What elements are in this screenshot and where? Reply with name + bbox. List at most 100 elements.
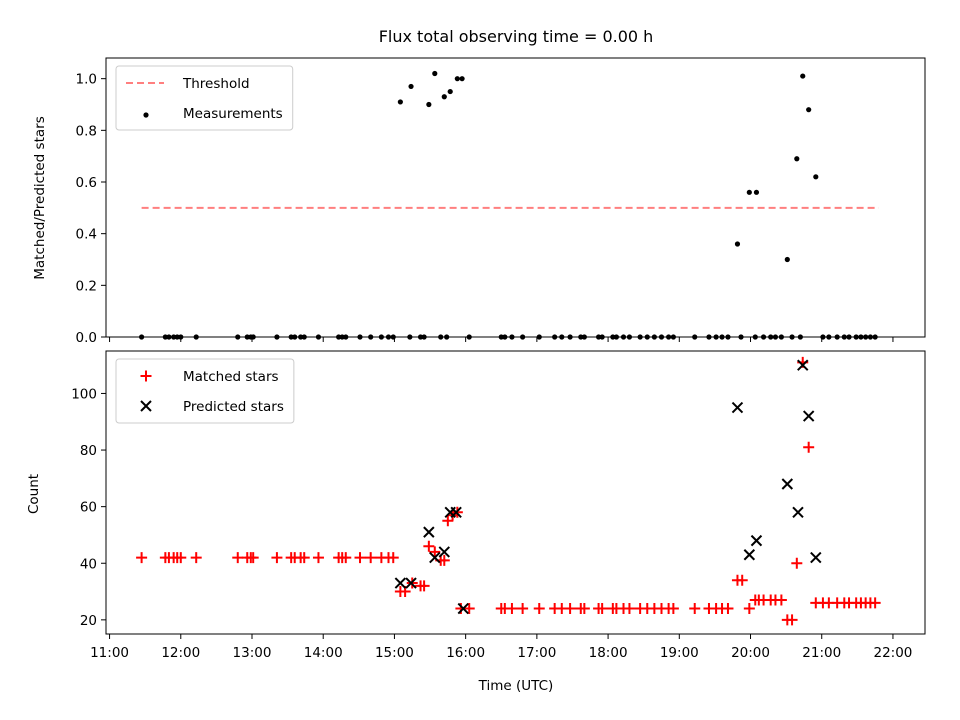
predicted-stars-point [810, 551, 822, 564]
bottom-panel-data [136, 356, 881, 626]
y-tick-label: 0.0 [76, 330, 97, 346]
matched-stars-point [533, 603, 545, 615]
matched-stars-point [667, 603, 679, 615]
measurement-point [447, 88, 453, 95]
legend-measurements-swatch [143, 112, 149, 118]
matched-stars-point [775, 594, 787, 606]
measurement-point [800, 73, 806, 79]
predicted-stars-point [457, 602, 469, 615]
matched-stars-point [365, 552, 377, 564]
top-panel-axes: 0.0 0.2 0.4 0.6 0.8 1.0 [76, 57, 926, 346]
x-tick-label: 14:00 [304, 645, 343, 661]
matched-stars-point [271, 552, 283, 564]
y-tick-label: 0.2 [76, 278, 97, 294]
top-panel-ylabel: Matched/Predicted stars [32, 116, 48, 279]
top-panel-data [139, 70, 879, 340]
measurement-point [454, 76, 460, 82]
measurement-point [813, 174, 819, 180]
legend-box [115, 358, 295, 424]
measurement-point [806, 107, 812, 113]
matched-stars-point [596, 603, 608, 615]
y-tick-label: 20 [80, 613, 97, 629]
x-tick-label: 21:00 [802, 645, 841, 661]
y-tick-label: 1.0 [76, 72, 97, 88]
matched-stars-point [387, 552, 399, 564]
predicted-stars-point [792, 506, 804, 519]
bottom-panel: Count Time (UTC) 20 40 60 80 100 11:00 12:00 13… [26, 350, 926, 694]
x-tick-label: 20:00 [731, 645, 770, 661]
bottom-panel-xlabel: Time (UTC) [478, 678, 554, 694]
matched-stars-point [463, 603, 475, 615]
matched-stars-point [190, 552, 202, 564]
predicted-stars-point [423, 526, 435, 538]
matched-stars-point [340, 552, 352, 564]
predicted-stars-point [750, 534, 763, 547]
y-tick-label: 40 [80, 556, 97, 572]
legend-matched-swatch [140, 370, 152, 382]
x-tick-label: 17:00 [517, 645, 556, 661]
matched-stars-point [743, 603, 755, 615]
legend-label: Matched stars [183, 369, 279, 385]
legend-label: Predicted stars [183, 399, 284, 415]
measurement-point [734, 241, 741, 247]
predicted-stars-point [797, 359, 809, 371]
y-tick-label: 0.4 [76, 227, 97, 243]
predicted-stars-point [781, 478, 794, 490]
measurement-point [794, 156, 800, 162]
matched-stars-point [418, 580, 430, 592]
axes-frame [105, 350, 926, 635]
matched-stars-point [623, 603, 635, 615]
axes-frame [105, 57, 926, 338]
measurement-point [408, 83, 414, 90]
matched-stars-point [689, 603, 701, 615]
matched-stars-point [517, 603, 529, 615]
predicted-stars-point [802, 410, 815, 422]
top-panel-legend: Threshold Measurements [115, 65, 294, 131]
top-panel: Flux total observing time = 0.00 h Match… [32, 27, 926, 346]
y-tick-label: 0.8 [76, 123, 97, 139]
measurement-point [426, 101, 432, 108]
y-tick-label: 80 [80, 443, 97, 459]
measurement-point [432, 70, 438, 77]
predicted-stars-point [743, 549, 756, 561]
y-tick-label: 100 [71, 386, 97, 402]
matched-stars-point [506, 603, 518, 615]
predicted-stars-point [429, 551, 441, 564]
measurement-point [397, 99, 403, 105]
matched-stars-point [722, 603, 734, 615]
x-tick-label: 16:00 [446, 645, 485, 661]
matched-stars-point [175, 552, 187, 564]
top-panel-title: Flux total observing time = 0.00 h [379, 27, 654, 46]
predicted-stars-point [394, 577, 407, 589]
matched-stars-point [438, 554, 450, 566]
matched-stars-point [786, 614, 798, 626]
x-tick-label: 13:00 [233, 645, 272, 661]
predicted-stars-point [438, 546, 450, 558]
predicted-stars-point [405, 577, 417, 589]
matched-stars-point [869, 597, 881, 609]
x-tick-label: 18:00 [589, 645, 628, 661]
matched-stars-point [136, 552, 148, 564]
measurement-point [459, 76, 465, 82]
matched-stars-point [429, 546, 441, 558]
matched-stars-point [247, 552, 259, 564]
matched-stars-point [803, 441, 815, 453]
measurement-point [746, 189, 752, 195]
matched-stars-point [442, 515, 454, 527]
matched-stars-point [423, 540, 435, 552]
predicted-stars-point [450, 506, 462, 519]
legend-label: Threshold [182, 76, 250, 92]
measurement-point [784, 256, 790, 263]
x-tick-label: 11:00 [90, 645, 129, 661]
measurement-point [753, 189, 760, 195]
matched-stars-point [232, 552, 244, 564]
bottom-panel-axes: 20 40 60 80 100 11:00 12:00 13:00 14:00 15:00 16:0… [71, 350, 926, 661]
matched-stars-point [354, 552, 366, 564]
y-tick-label: 0.6 [76, 175, 97, 191]
matched-stars-point [791, 557, 803, 569]
bottom-panel-legend: Matched stars Predicted stars [115, 358, 295, 424]
x-tick-label: 12:00 [161, 645, 200, 661]
x-tick-label: 22:00 [873, 645, 912, 661]
y-tick-label: 60 [80, 500, 97, 516]
